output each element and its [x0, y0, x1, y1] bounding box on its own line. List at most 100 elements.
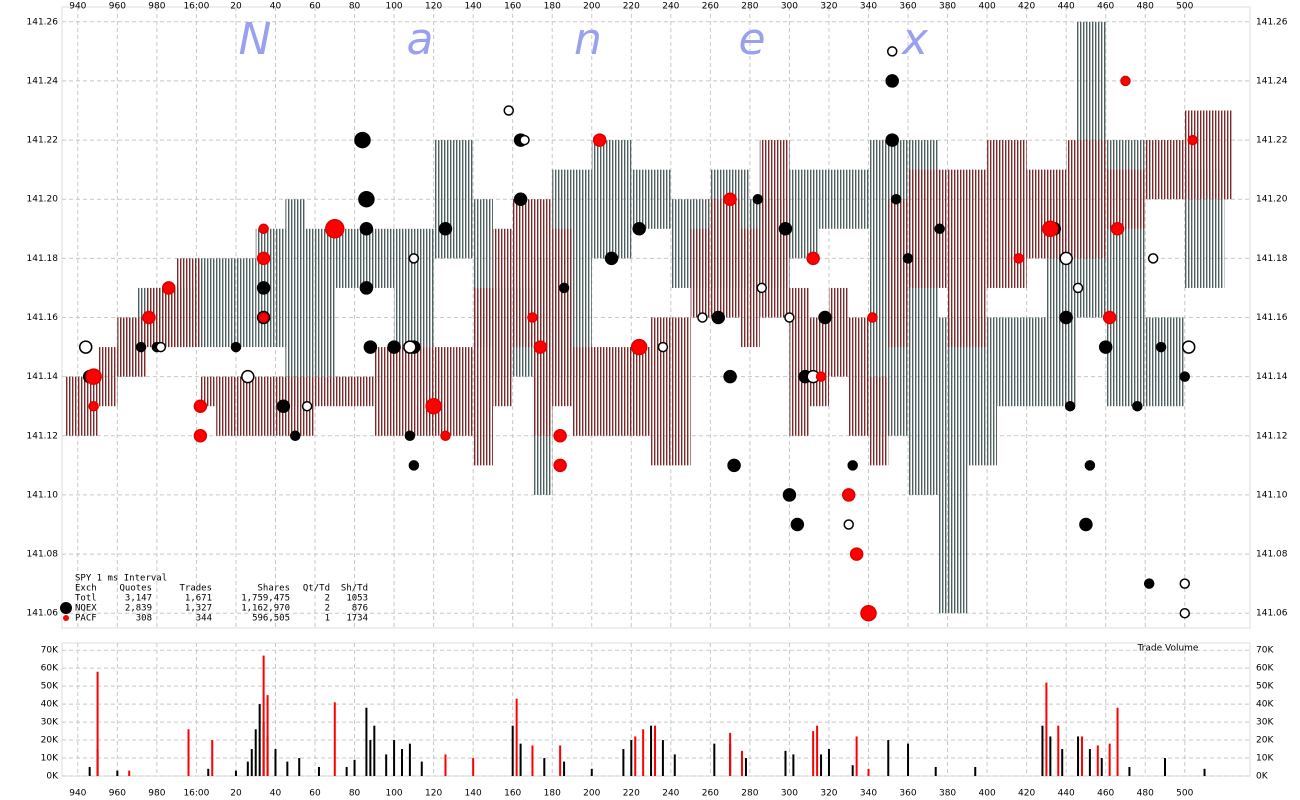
quote-range — [996, 317, 1047, 407]
volume-bar — [420, 761, 423, 776]
trade-dot — [403, 340, 417, 354]
x-tick-label: 160 — [504, 2, 521, 12]
volume-bar — [250, 749, 253, 776]
quote-range — [740, 228, 760, 348]
trade-dot — [1072, 282, 1084, 294]
trade-dot — [1059, 251, 1073, 266]
trade-dot — [727, 458, 741, 473]
volume-bar — [792, 754, 795, 776]
legend-marker — [60, 602, 72, 614]
volume-bar — [630, 740, 633, 776]
volume-bar — [1049, 736, 1052, 776]
x-tick-label: 300 — [781, 789, 798, 799]
trade-dot — [849, 547, 864, 561]
watermark-letter: a — [407, 14, 434, 65]
trade-dot — [503, 105, 514, 116]
trade-dot — [723, 192, 737, 206]
trade-dot — [604, 251, 619, 266]
volume-bar — [590, 768, 593, 776]
y-tick-label: 60K — [1256, 664, 1274, 674]
x-tick-label: 120 — [425, 2, 442, 12]
y-tick-label: 40K — [41, 700, 59, 710]
trade-dot — [387, 340, 401, 354]
x-tick-label: 320 — [820, 789, 837, 799]
volume-bar — [353, 759, 356, 776]
trade-dot — [592, 133, 607, 147]
volume-bar — [867, 768, 870, 776]
quote-range — [828, 287, 849, 377]
stats-header: Shares — [257, 584, 290, 594]
stats-cell: 1,759,475 — [241, 594, 290, 604]
stats-header: Exch — [75, 584, 97, 594]
x-tick-label: 60 — [309, 789, 321, 799]
x-tick-label: 180 — [544, 789, 561, 799]
volume-bar — [1096, 745, 1099, 776]
y-tick-label: 141.22 — [27, 136, 59, 146]
quote-range — [285, 199, 306, 407]
trade-dot — [867, 312, 878, 323]
x-tick-label: 420 — [1018, 789, 1035, 799]
volume-bar — [713, 743, 716, 776]
volume-bar — [1080, 736, 1083, 776]
x-tick-label: 20 — [230, 789, 242, 799]
stats-cell: 2 — [325, 594, 330, 604]
volume-bar — [543, 758, 546, 776]
volume-bar — [1128, 767, 1131, 776]
trade-dot — [553, 429, 567, 443]
trade-dot — [359, 222, 374, 236]
quote-range — [710, 199, 741, 318]
x-tick-label: 220 — [623, 2, 640, 12]
volume-bar — [187, 729, 190, 776]
trade-dot — [88, 400, 99, 412]
trade-dot — [404, 430, 416, 442]
trade-dot — [860, 604, 877, 622]
quote-range — [97, 347, 118, 407]
trade-dot — [784, 312, 795, 323]
y-tick-label: 141.20 — [1256, 195, 1288, 205]
quote-range — [1208, 110, 1233, 200]
x-tick-label: 260 — [702, 2, 719, 12]
x-tick-label: 420 — [1018, 2, 1035, 12]
volume-bar — [519, 743, 522, 776]
volume-bar — [887, 740, 890, 776]
y-tick-label: 70K — [1256, 646, 1274, 656]
trade-dot — [1181, 340, 1196, 354]
x-tick-label: 220 — [623, 789, 640, 799]
quote-range — [819, 169, 869, 229]
y-tick-label: 70K — [41, 646, 59, 656]
x-tick-label: 240 — [662, 789, 679, 799]
y-tick-label: 141.14 — [27, 372, 59, 382]
watermark-letter: e — [738, 14, 765, 65]
volume-bar — [974, 767, 977, 776]
x-tick-label: 400 — [979, 789, 996, 799]
trade-dot — [815, 371, 827, 382]
trade-dot — [527, 312, 538, 323]
trade-dot — [1143, 578, 1155, 589]
volume-bar — [531, 745, 534, 776]
trade-dot — [1179, 371, 1191, 382]
x-tick-label: 40 — [270, 789, 282, 799]
trade-dot — [142, 310, 156, 325]
trade-dot — [519, 134, 530, 146]
volume-bar — [563, 761, 566, 776]
trade-dot — [161, 281, 176, 295]
trade-dot — [325, 219, 345, 239]
trade-dot — [438, 222, 453, 236]
volume-bar — [744, 758, 747, 776]
quote-range — [394, 228, 434, 348]
trade-dot — [85, 368, 102, 385]
trade-dot — [1187, 134, 1198, 146]
trade-dot — [358, 190, 375, 208]
volume-bar — [784, 750, 787, 776]
x-tick-label: 380 — [939, 789, 956, 799]
stats-cell: 3,147 — [125, 594, 152, 604]
volume-bar — [258, 704, 261, 776]
volume-bar — [1088, 749, 1091, 776]
x-tick-label: 360 — [899, 789, 916, 799]
trade-dot — [533, 340, 548, 354]
quote-range — [947, 169, 988, 348]
x-tick-label: 300 — [781, 2, 798, 12]
quote-range — [196, 258, 256, 348]
volume-bar — [207, 768, 210, 776]
watermark-letter: x — [900, 14, 929, 65]
